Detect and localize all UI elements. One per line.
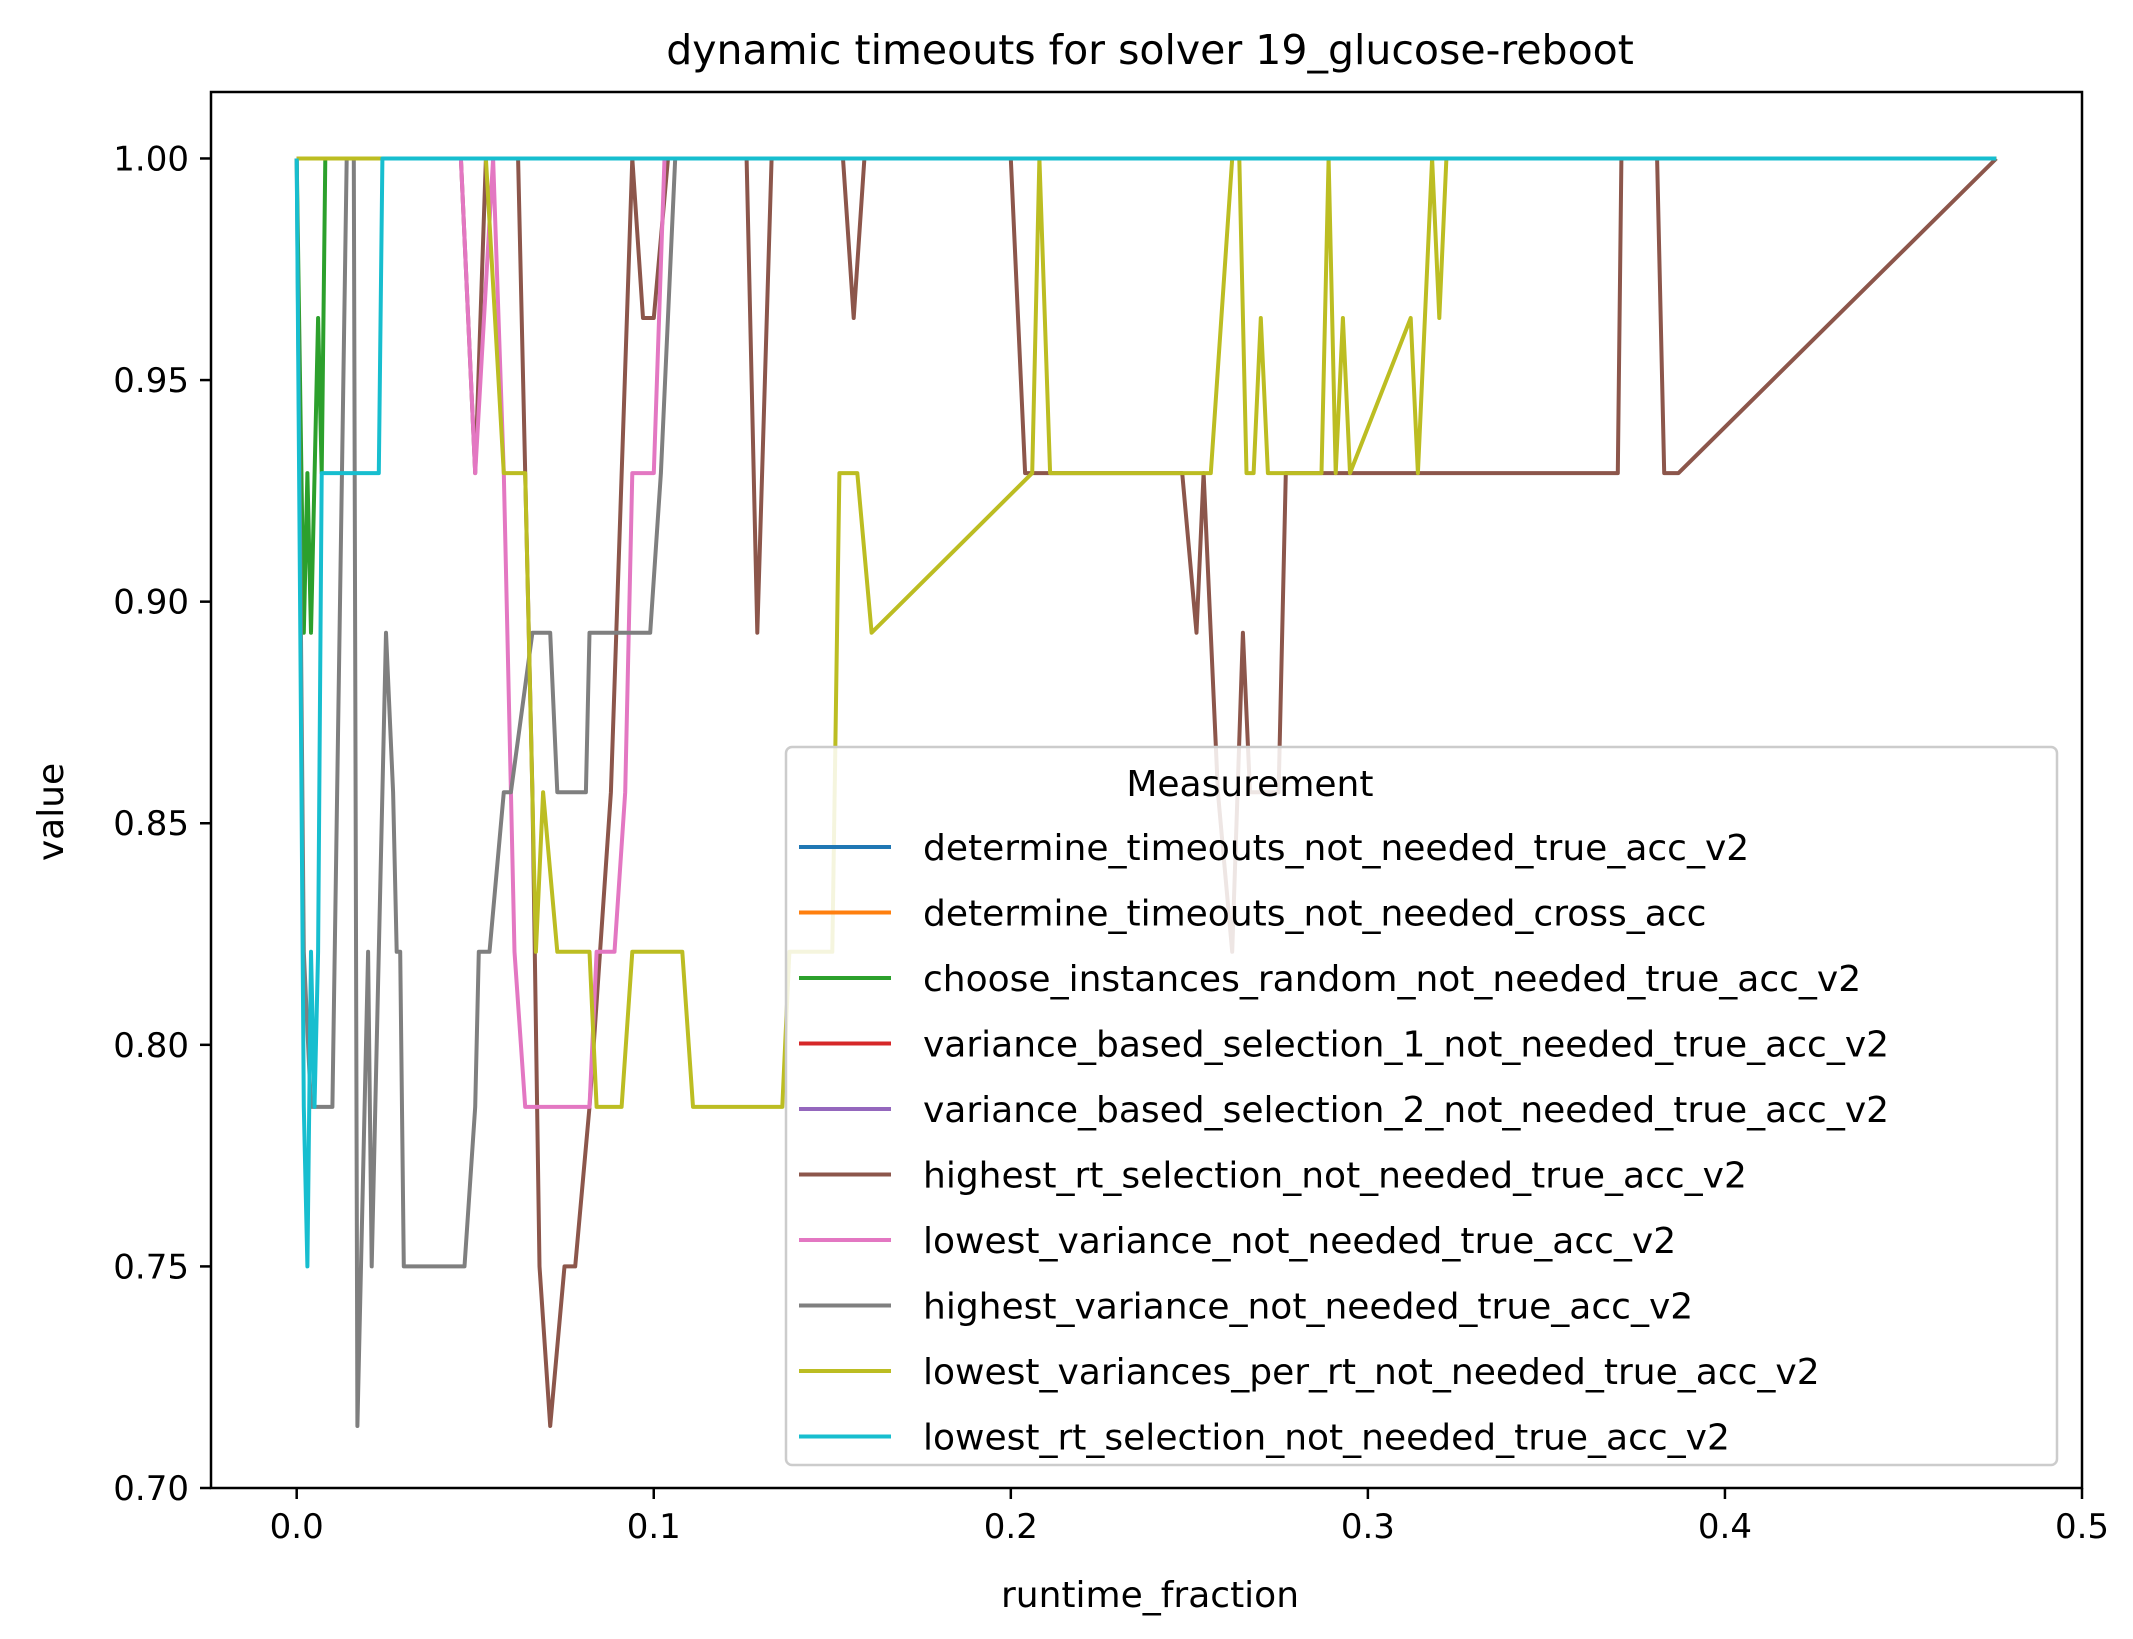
y-axis-label: value bbox=[31, 763, 72, 861]
x-tick-label: 0.0 bbox=[270, 1507, 324, 1547]
y-tick-label: 0.85 bbox=[113, 804, 189, 844]
legend: Measurement determine_timeouts_not_needed… bbox=[784, 745, 2059, 1467]
legend-label-9: lowest_variances_per_rt_not_needed_true_… bbox=[923, 1352, 1820, 1393]
legend-label-10: lowest_rt_selection_not_needed_true_acc_… bbox=[923, 1418, 1730, 1459]
x-tick-label: 0.4 bbox=[1698, 1507, 1752, 1547]
x-tick-label: 0.5 bbox=[2055, 1507, 2109, 1547]
y-tick-label: 0.90 bbox=[113, 583, 189, 623]
legend-label-6: highest_rt_selection_not_needed_true_acc… bbox=[923, 1156, 1747, 1197]
series-layer bbox=[294, 156, 1998, 1428]
chart-title: dynamic timeouts for solver 19_glucose-r… bbox=[666, 26, 1634, 74]
y-tick-label: 0.70 bbox=[113, 1469, 189, 1509]
series-line-10 bbox=[294, 156, 1997, 1269]
legend-label-4: variance_based_selection_1_not_needed_tr… bbox=[923, 1025, 1889, 1066]
y-tick-label: 1.00 bbox=[113, 139, 189, 179]
y-tick-label: 0.75 bbox=[113, 1247, 189, 1287]
plot-frame bbox=[209, 90, 2084, 1490]
legend-box bbox=[784, 745, 2059, 1467]
y-tick-label: 0.80 bbox=[113, 1026, 189, 1066]
legend-title: Measurement bbox=[1126, 764, 1373, 805]
x-axis-label: runtime_fraction bbox=[1001, 1575, 1299, 1616]
legend-label-7: lowest_variance_not_needed_true_acc_v2 bbox=[923, 1221, 1676, 1262]
x-tick-label: 0.2 bbox=[984, 1507, 1038, 1547]
x-tick-label: 0.1 bbox=[627, 1507, 681, 1547]
series-line-9 bbox=[296, 156, 1997, 1109]
y-tick-label: 0.95 bbox=[113, 361, 189, 401]
series-line-7 bbox=[296, 156, 1997, 1109]
legend-label-8: highest_variance_not_needed_true_acc_v2 bbox=[923, 1287, 1693, 1328]
legend-label-1: determine_timeouts_not_needed_true_acc_v… bbox=[923, 828, 1749, 869]
legend-label-2: determine_timeouts_not_needed_cross_acc bbox=[923, 894, 1706, 935]
axes-layer: 0.0 0.1 0.2 0.3 0.4 0.5 0.70 0.75 0.80 0.85 0.90 0.… bbox=[113, 139, 2109, 1547]
x-tick-label: 0.3 bbox=[1341, 1507, 1395, 1547]
legend-label-3: choose_instances_random_not_needed_true_… bbox=[923, 959, 1861, 1000]
legend-label-5: variance_based_selection_2_not_needed_tr… bbox=[923, 1090, 1889, 1131]
